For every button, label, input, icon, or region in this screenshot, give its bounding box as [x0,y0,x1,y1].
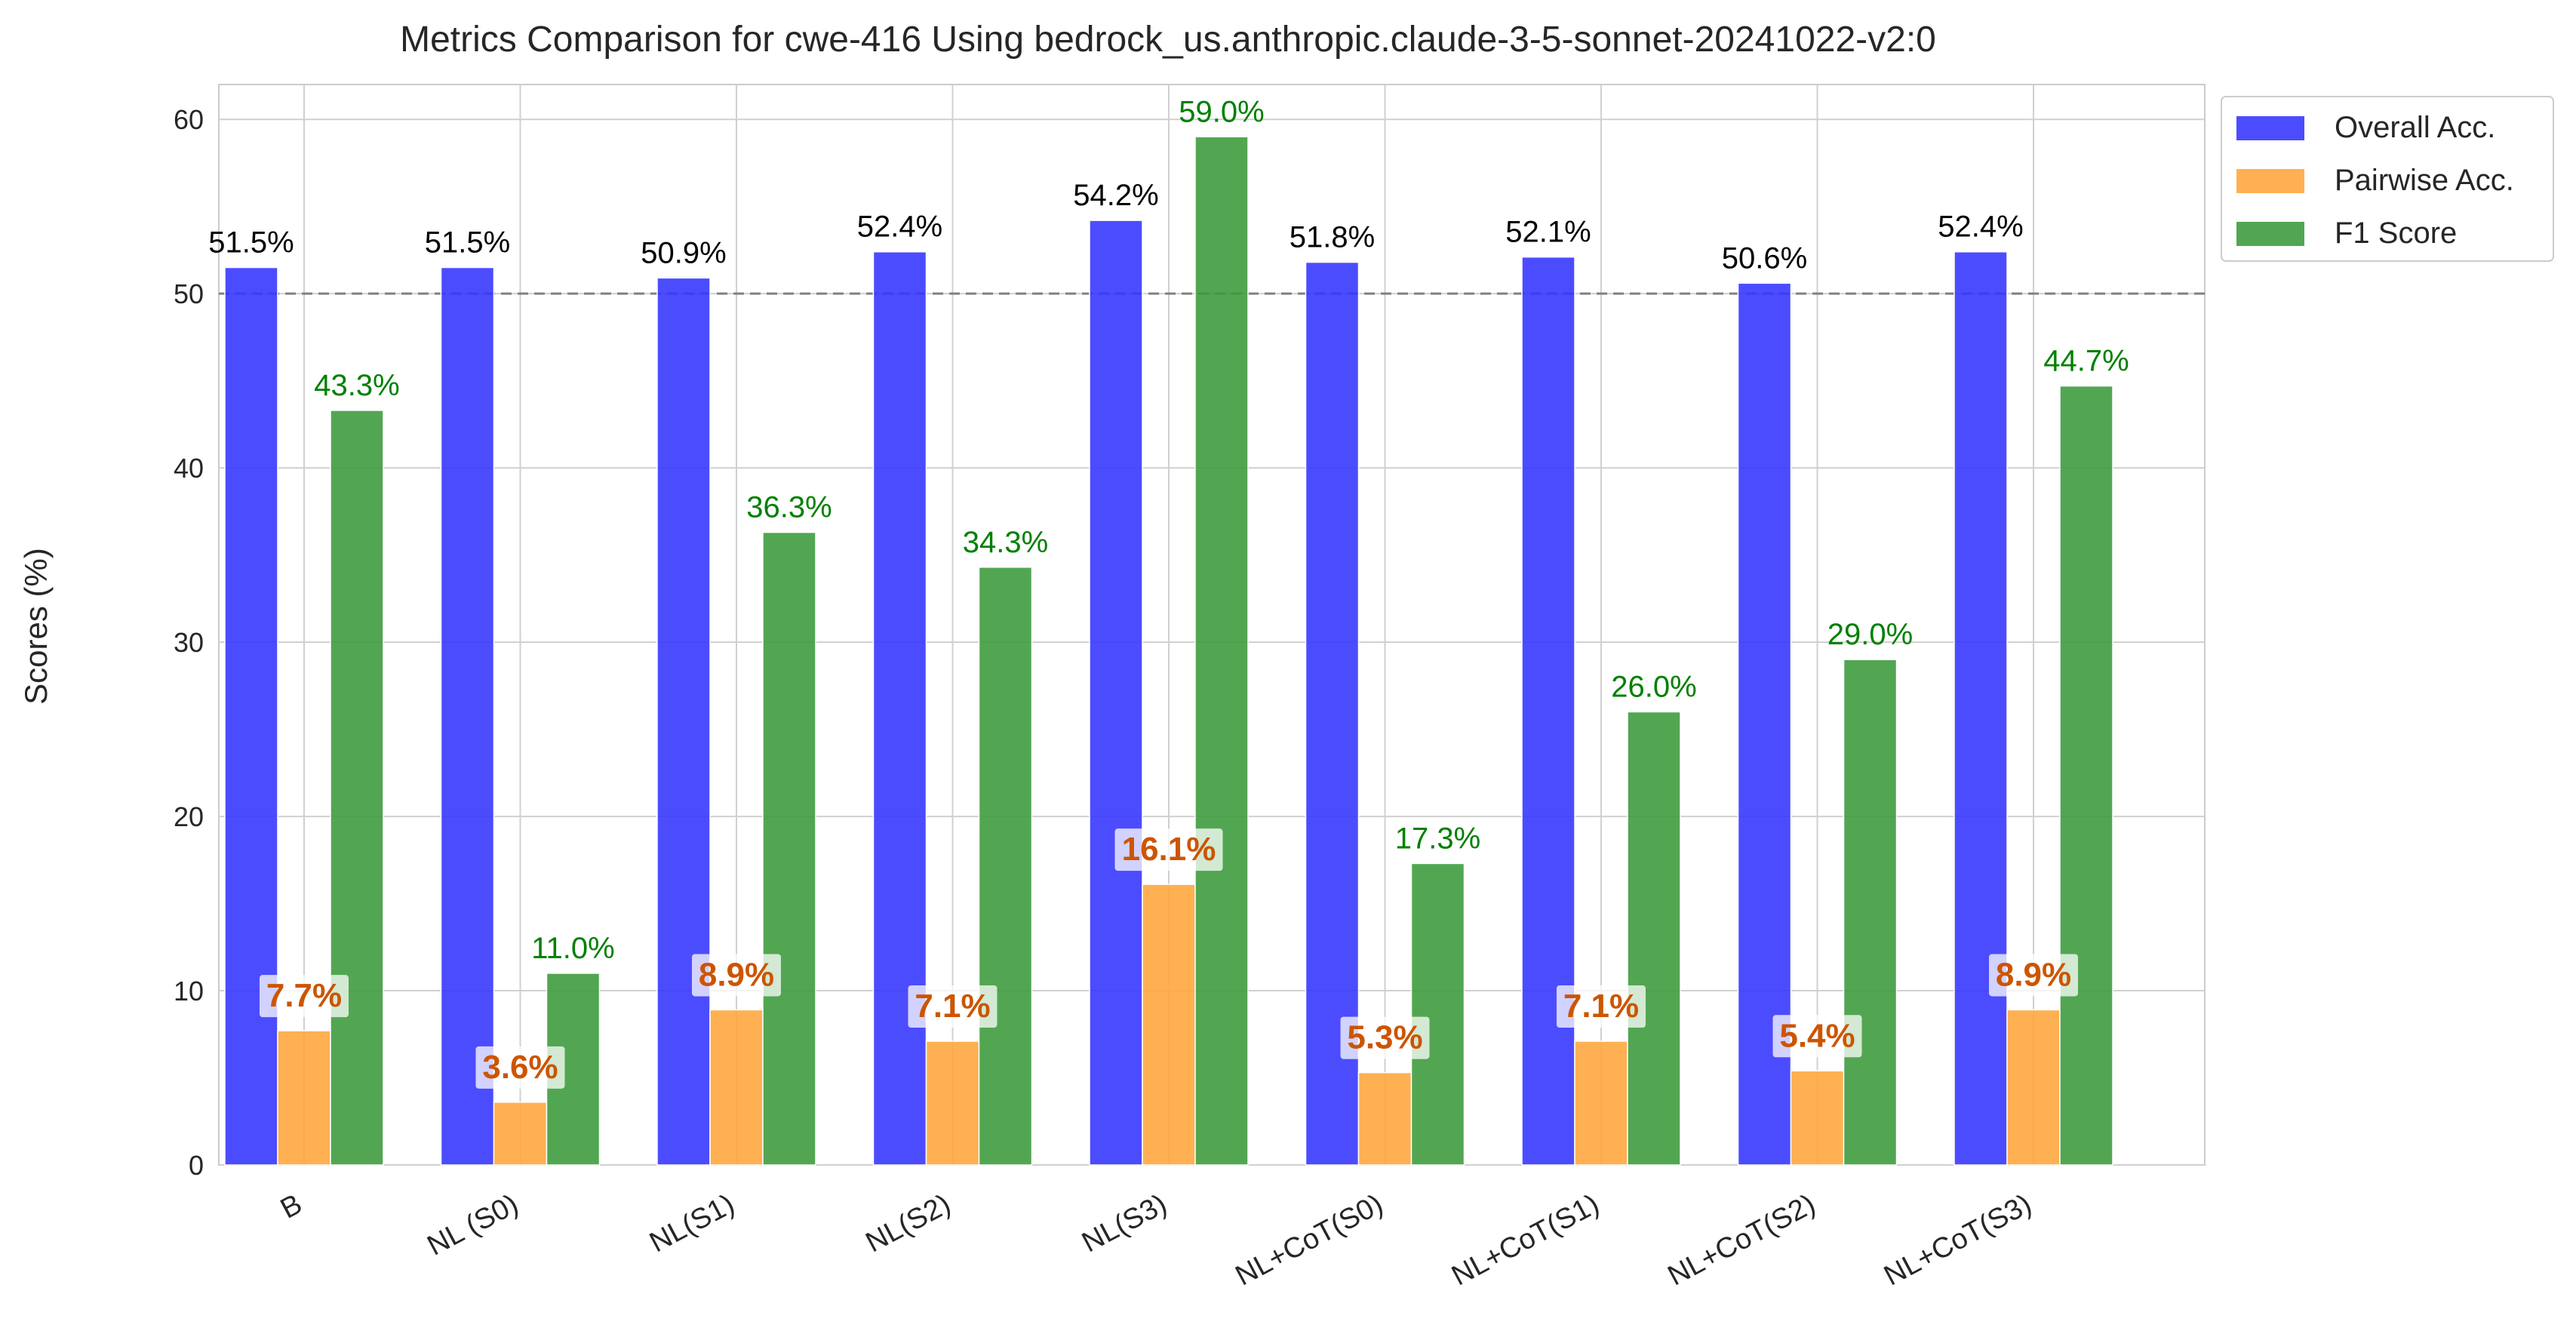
f1-value-label: 44.7% [2043,345,2129,378]
bar-overall [1521,256,1575,1166]
legend-label-overall: Overall Acc. [2335,111,2495,144]
f1-value-label: 11.0% [531,932,614,965]
bar-f1 [1410,862,1465,1166]
overall-value-label: 51.8% [1290,221,1375,254]
x-tick-label: NL(S1) [644,1188,739,1259]
pairwise-value-label: 7.7% [266,977,342,1014]
x-tick-label: NL (S0) [423,1188,524,1262]
overall-value-label: 52.4% [1938,211,2023,244]
pairwise-value-label: 16.1% [1122,831,1216,868]
bar-pairwise [2006,1009,2061,1166]
pairwise-label-box [260,975,349,1018]
legend-label-f1: F1 Score [2335,217,2457,250]
pairwise-label-box [1557,985,1646,1028]
bar-f1 [1843,659,1898,1166]
bar-overall [872,250,927,1166]
bar-f1 [1627,711,1681,1166]
pairwise-value-label: 8.9% [699,956,774,993]
bar-f1 [762,531,816,1166]
bar-f1 [330,410,384,1166]
pairwise-value-label: 8.9% [1996,956,2071,993]
chart-title: Metrics Comparison for cwe-416 Using bed… [400,20,1936,60]
pairwise-value-label: 5.3% [1347,1019,1422,1056]
pairwise-label-box [908,985,998,1028]
pairwise-label-box [1989,954,2078,997]
bar-overall [440,266,495,1166]
pairwise-value-label: 5.4% [1779,1017,1855,1054]
overall-value-label: 50.9% [641,236,726,269]
bar-pairwise [1142,884,1196,1166]
x-tick-label: NL+CoT(S0) [1231,1188,1388,1292]
y-tick-label: 0 [189,1150,204,1181]
f1-value-label: 59.0% [1179,95,1264,128]
f1-value-label: 29.0% [1827,618,1913,651]
bar-pairwise [709,1009,764,1166]
y-tick-label: 20 [174,801,204,832]
overall-value-label: 50.6% [1722,241,1807,275]
bar-pairwise [1790,1070,1845,1166]
legend-swatch-overall [2236,116,2304,140]
pairwise-label-box [692,954,781,997]
bar-pairwise [1357,1071,1412,1166]
bar-pairwise [277,1030,331,1166]
x-tick-label: NL+CoT(S1) [1446,1188,1604,1292]
y-tick-label: 50 [174,278,204,309]
pairwise-value-label: 7.1% [1563,988,1639,1025]
y-tick-label: 10 [174,976,204,1007]
data-labels: 51.5% 51.5% 50.9% 52.4% 54.2% 51.8% 52.1% 50.6%… [208,95,2129,1089]
f1-value-label: 17.3% [1395,822,1480,855]
y-tick-label: 30 [174,627,204,658]
y-axis-label: Scores (%) [18,548,54,705]
pairwise-label-box [1340,1016,1430,1059]
legend: Overall Acc. Pairwise Acc. F1 Score [2221,96,2554,262]
f1-value-label: 34.3% [963,526,1048,559]
pairwise-label-box [1114,828,1223,871]
overall-value-label: 52.1% [1505,216,1591,249]
legend-label-pairwise: Pairwise Acc. [2335,164,2514,197]
pairwise-value-label: 3.6% [482,1049,558,1086]
overall-value-label: 51.5% [208,226,294,260]
x-tick-label: NL(S3) [1077,1188,1172,1259]
f1-value-label: 36.3% [746,491,832,524]
pairwise-label-box [475,1046,565,1089]
y-tick-label: 40 [174,453,204,484]
overall-value-label: 52.4% [857,211,942,244]
bar-f1 [1194,136,1249,1166]
bar-overall [224,266,278,1166]
bar-overall [1954,250,2008,1166]
bar-overall [656,277,711,1166]
bar-pairwise [493,1102,548,1166]
legend-swatch-pairwise [2236,169,2304,193]
f1-value-label: 26.0% [1611,670,1696,703]
y-tick-label: 60 [174,104,204,135]
pairwise-label-box [1772,1015,1862,1058]
bar-pairwise [925,1040,980,1166]
bar-pairwise [1574,1040,1628,1166]
overall-value-label: 54.2% [1073,179,1158,212]
pairwise-value-label: 7.1% [915,988,990,1025]
bar-f1 [2059,385,2113,1166]
bar-overall [1089,220,1143,1166]
legend-swatch-f1 [2236,222,2304,246]
bar-f1 [978,567,1033,1166]
x-tick-label: B [275,1188,307,1225]
f1-value-label: 43.3% [314,369,399,402]
x-tick-label: NL+CoT(S2) [1663,1188,1821,1292]
overall-value-label: 51.5% [425,226,510,260]
bar-overall [1305,261,1360,1166]
x-tick-label: NL(S2) [861,1188,956,1259]
x-tick-label: NL+CoT(S3) [1879,1188,2037,1292]
